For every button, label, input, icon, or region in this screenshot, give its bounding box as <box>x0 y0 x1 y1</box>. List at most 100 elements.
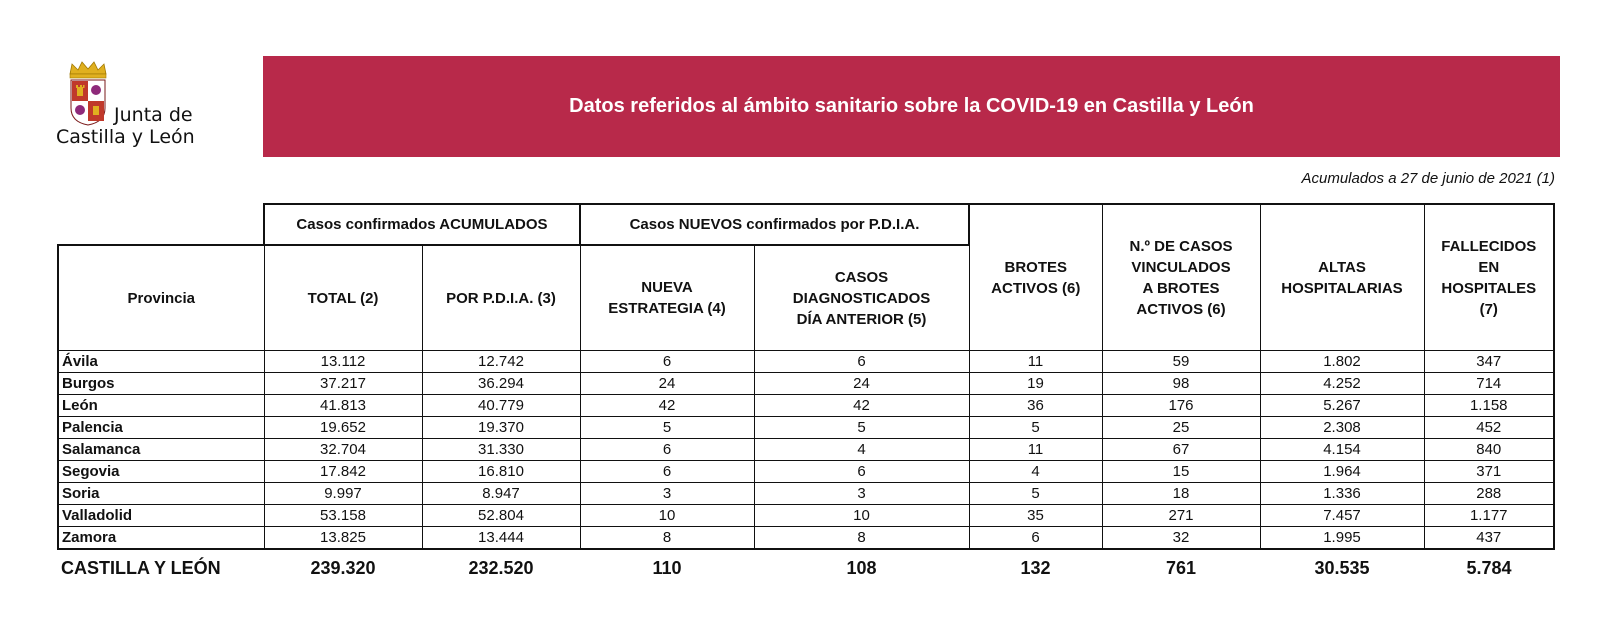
col-header-brotes: BROTES ACTIVOS (6) <box>968 203 1103 351</box>
group-header-acumulados: Casos confirmados ACUMULADOS <box>263 203 581 246</box>
cell: 5 <box>968 482 1103 505</box>
cell: 36.294 <box>421 372 581 395</box>
table-row: Salamanca 32.704 31.330 6 4 11 67 4.154 840 <box>57 438 1555 461</box>
cell: 1.336 <box>1259 482 1425 505</box>
total-cell: 30.535 <box>1260 548 1424 586</box>
total-row: CASTILLA Y LEÓN 239.320 232.520 110 108 132 76… <box>58 548 1554 586</box>
cell-provincia: Segovia <box>57 460 265 483</box>
cell: 2.308 <box>1259 416 1425 439</box>
cell: 347 <box>1423 350 1555 373</box>
table-row: Zamora 13.825 13.444 8 8 6 32 1.995 437 <box>57 526 1555 550</box>
cell: 13.444 <box>421 526 581 550</box>
cell: 67 <box>1101 438 1261 461</box>
cell: 13.112 <box>263 350 423 373</box>
cell: 8.947 <box>421 482 581 505</box>
cell: 6 <box>753 350 970 373</box>
cell: 288 <box>1423 482 1555 505</box>
cell: 13.825 <box>263 526 423 550</box>
cell: 5.267 <box>1259 394 1425 417</box>
table-row: Burgos 37.217 36.294 24 24 19 98 4.252 714 <box>57 372 1555 395</box>
cell-provincia: Palencia <box>57 416 265 439</box>
cell: 41.813 <box>263 394 423 417</box>
cell: 53.158 <box>263 504 423 527</box>
cell: 3 <box>579 482 755 505</box>
total-cell: 110 <box>580 548 754 586</box>
logo-line-1: Junta de <box>114 104 193 126</box>
cell: 40.779 <box>421 394 581 417</box>
cell-provincia: Zamora <box>57 526 265 550</box>
cell-provincia: Valladolid <box>57 504 265 527</box>
cell-provincia: Salamanca <box>57 438 265 461</box>
logo-line-2: Castilla y León <box>56 126 195 148</box>
cell: 37.217 <box>263 372 423 395</box>
cell: 35 <box>968 504 1103 527</box>
cell: 8 <box>753 526 970 550</box>
col-header-total: TOTAL (2) <box>263 244 423 351</box>
coat-of-arms-icon <box>69 61 107 126</box>
cell: 4 <box>968 460 1103 483</box>
cell: 452 <box>1423 416 1555 439</box>
cell: 7.457 <box>1259 504 1425 527</box>
cell: 6 <box>968 526 1103 550</box>
cell: 11 <box>968 438 1103 461</box>
cell: 18 <box>1101 482 1261 505</box>
table-row: León 41.813 40.779 42 42 36 176 5.267 1.158 <box>57 394 1555 417</box>
cell: 6 <box>579 438 755 461</box>
cell: 714 <box>1423 372 1555 395</box>
cell: 12.742 <box>421 350 581 373</box>
page-title: Datos referidos al ámbito sanitario sobr… <box>569 95 1254 117</box>
total-label: CASTILLA Y LEÓN <box>58 548 264 586</box>
table-row: Ávila 13.112 12.742 6 6 11 59 1.802 347 <box>57 350 1555 373</box>
cell: 6 <box>579 460 755 483</box>
total-cell: 239.320 <box>264 548 422 586</box>
table-row: Palencia 19.652 19.370 5 5 5 25 2.308 452 <box>57 416 1555 439</box>
cell: 8 <box>579 526 755 550</box>
cell: 176 <box>1101 394 1261 417</box>
cell: 5 <box>579 416 755 439</box>
col-header-fallecidos: FALLECIDOS EN HOSPITALES (7) <box>1423 203 1555 351</box>
cell: 9.997 <box>263 482 423 505</box>
cell: 1.964 <box>1259 460 1425 483</box>
col-header-dia-anterior: CASOS DIAGNOSTICADOS DÍA ANTERIOR (5) <box>753 244 970 351</box>
total-cell: 132 <box>969 548 1102 586</box>
cell: 98 <box>1101 372 1261 395</box>
cell: 4.252 <box>1259 372 1425 395</box>
cell: 1.177 <box>1423 504 1555 527</box>
junta-logo: Junta de Castilla y León <box>56 60 246 156</box>
col-header-por-pdia: POR P.D.I.A. (3) <box>421 244 581 351</box>
table-row: Soria 9.997 8.947 3 3 5 18 1.336 288 <box>57 482 1555 505</box>
group-header-nuevos: Casos NUEVOS confirmados por P.D.I.A. <box>579 203 970 246</box>
table-row: Segovia 17.842 16.810 6 6 4 15 1.964 371 <box>57 460 1555 483</box>
cell: 5 <box>753 416 970 439</box>
cell-provincia: Burgos <box>57 372 265 395</box>
cell: 24 <box>753 372 970 395</box>
cell: 17.842 <box>263 460 423 483</box>
cell: 6 <box>579 350 755 373</box>
cell: 10 <box>753 504 970 527</box>
cell: 52.804 <box>421 504 581 527</box>
cell: 19 <box>968 372 1103 395</box>
cell: 271 <box>1101 504 1261 527</box>
cell: 31.330 <box>421 438 581 461</box>
cell: 19.370 <box>421 416 581 439</box>
cell-provincia: Ávila <box>57 350 265 373</box>
total-cell: 761 <box>1102 548 1260 586</box>
date-note: Acumulados a 27 de junio de 2021 (1) <box>1301 170 1555 187</box>
total-cell: 232.520 <box>422 548 580 586</box>
total-cell: 108 <box>754 548 969 586</box>
cell: 4 <box>753 438 970 461</box>
cell: 42 <box>579 394 755 417</box>
cell: 19.652 <box>263 416 423 439</box>
total-cell: 5.784 <box>1424 548 1554 586</box>
cell-provincia: León <box>57 394 265 417</box>
cell: 437 <box>1423 526 1555 550</box>
cell: 840 <box>1423 438 1555 461</box>
cell: 15 <box>1101 460 1261 483</box>
cell: 1.802 <box>1259 350 1425 373</box>
cell: 371 <box>1423 460 1555 483</box>
cell: 10 <box>579 504 755 527</box>
cell: 11 <box>968 350 1103 373</box>
col-header-vinculados: N.º DE CASOS VINCULADOS A BROTES ACTIVOS (6… <box>1101 203 1261 351</box>
col-header-nueva-estrategia: NUEVA ESTRATEGIA (4) <box>579 244 755 351</box>
cell: 59 <box>1101 350 1261 373</box>
